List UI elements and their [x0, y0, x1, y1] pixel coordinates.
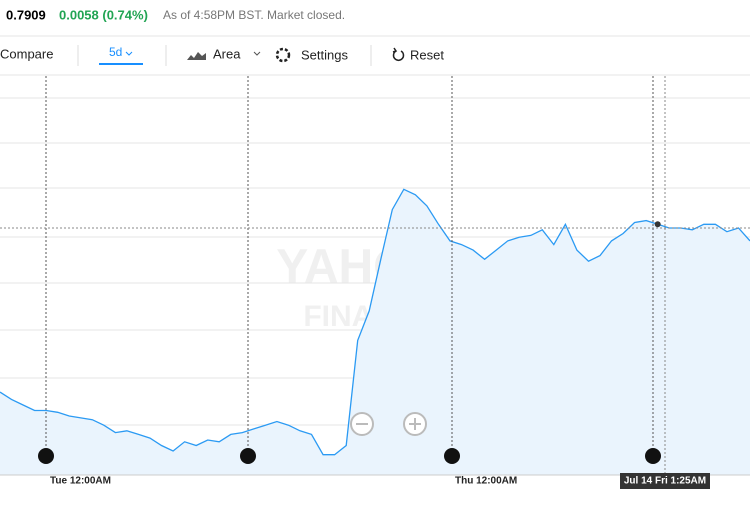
- settings-icon: [275, 47, 291, 63]
- reset-icon: [392, 47, 405, 62]
- market-status: As of 4:58PM BST. Market closed.: [163, 8, 345, 22]
- crosshair-label: Jul 14 Fri 1:25AM: [624, 476, 706, 487]
- chart-type-button[interactable]: Area: [213, 46, 241, 61]
- price-line: [0, 188, 750, 456]
- event-marker[interactable]: [240, 448, 256, 464]
- event-marker[interactable]: [38, 448, 54, 464]
- reset-button[interactable]: Reset: [410, 47, 444, 62]
- price: 0.7909: [6, 7, 46, 22]
- event-marker[interactable]: [444, 448, 460, 464]
- area-icon: [187, 52, 206, 60]
- x-tick-label: Thu 12:00AM: [455, 476, 517, 487]
- settings-button[interactable]: Settings: [301, 47, 348, 62]
- chart-type-caret: [253, 51, 261, 56]
- range-caret: [125, 51, 133, 56]
- crosshair-label-box: [620, 473, 710, 489]
- range-button[interactable]: 5d: [109, 45, 122, 59]
- date-dividers: [0, 76, 750, 475]
- zoom-controls: [350, 412, 427, 436]
- event-markers: [38, 448, 661, 464]
- compare-button[interactable]: Compare: [0, 46, 53, 61]
- plot: [0, 188, 750, 476]
- event-marker[interactable]: [645, 448, 661, 464]
- crosshair-point: [654, 221, 661, 228]
- area-fill: [0, 189, 750, 476]
- price-change: 0.0058 (0.74%): [59, 7, 148, 22]
- x-tick-label: Tue 12:00AM: [50, 476, 111, 487]
